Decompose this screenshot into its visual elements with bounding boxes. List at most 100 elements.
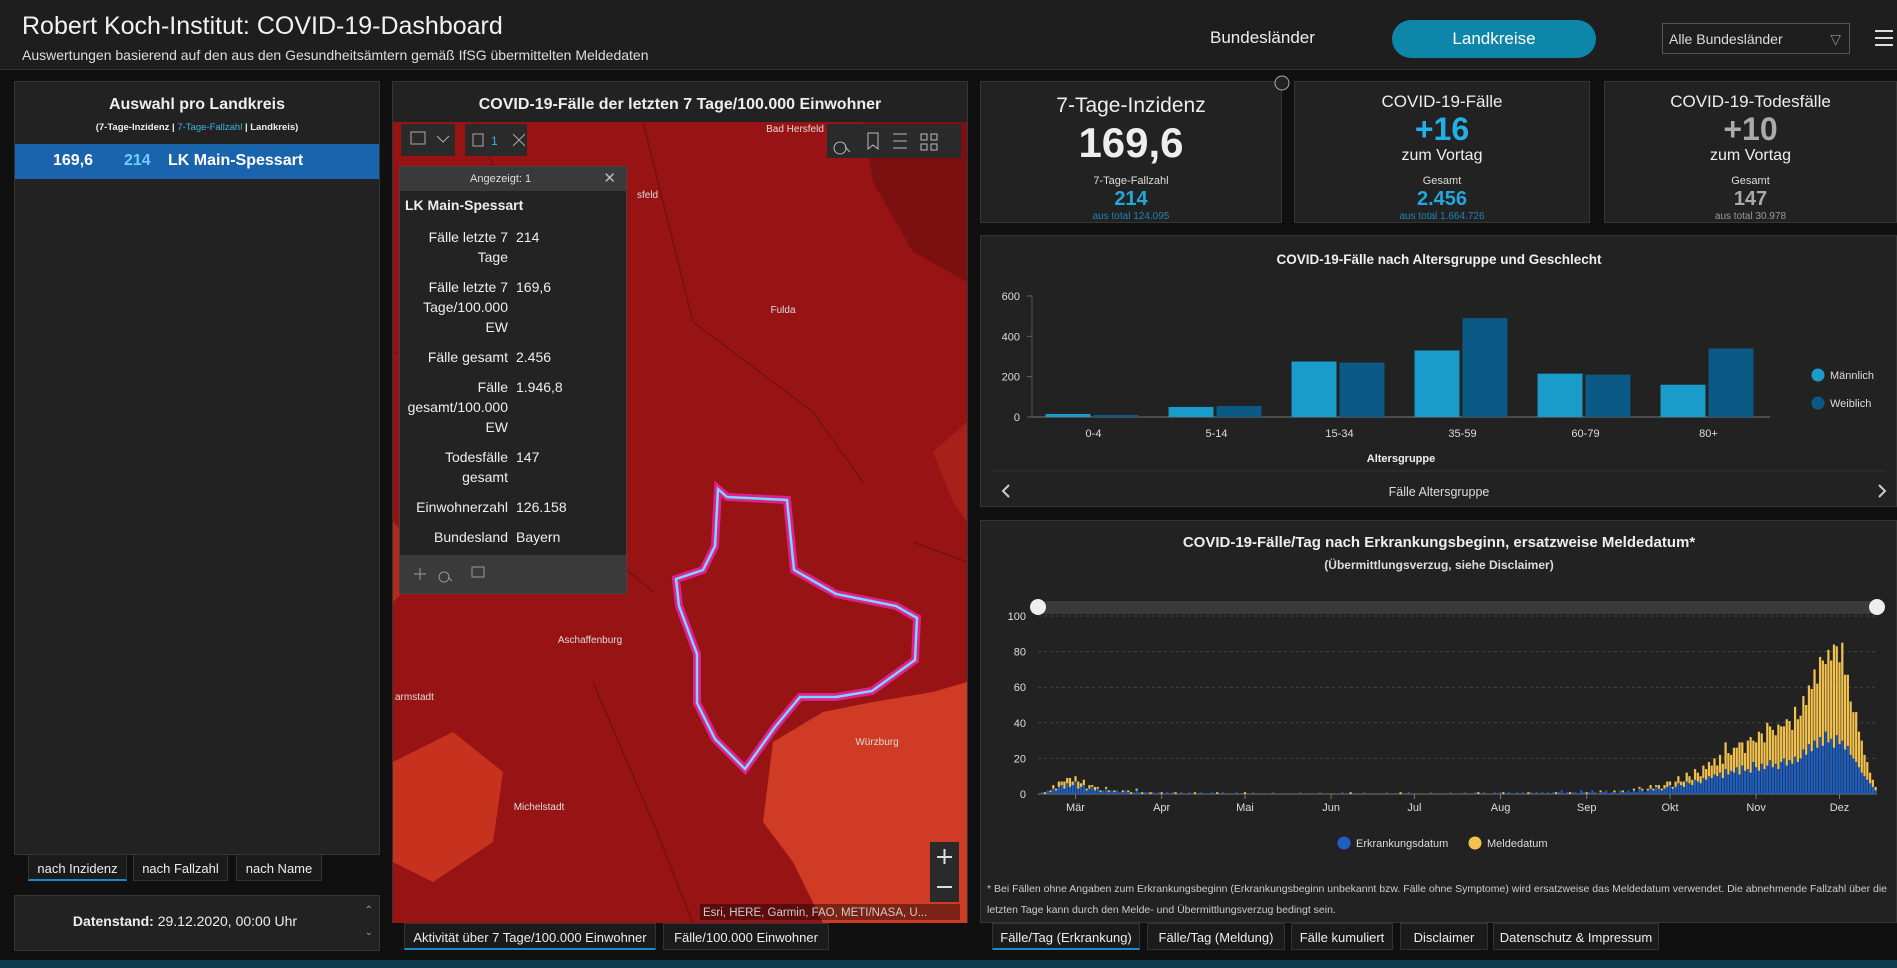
kpi-sub-label: Gesamt [1731,175,1770,187]
daily-panel: COVID-19-Fälle/Tag nach Erkrankungsbegin… [980,520,1897,923]
bar [1838,744,1841,794]
bar [1746,769,1749,794]
bar [1852,712,1855,759]
bar [1252,792,1255,794]
tab[interactable]: Fälle/Tag (Erkrankung) [992,923,1140,950]
bar [1868,783,1872,794]
bar [1693,769,1697,780]
bar [1699,776,1702,784]
bar [1060,785,1063,794]
bar [1107,792,1110,794]
bar [1741,765,1744,794]
bar [1841,740,1844,794]
bar [1807,744,1811,794]
dropdown[interactable]: Alle Bundesländer ▽ [1662,23,1850,54]
bar [1727,774,1730,794]
bar [1482,792,1486,794]
bar [1099,790,1102,793]
y-tick-label: 400 [1002,331,1020,343]
bar [1749,737,1752,773]
tab[interactable]: nach Name [236,854,322,881]
sidebar: Auswahl pro Landkreis (7-Tage-Inzidenz |… [14,81,380,855]
bar [1721,777,1724,794]
cases: 214 [124,152,151,169]
expand-icon[interactable] [1274,75,1290,91]
bar [1135,788,1138,791]
bar [1107,790,1110,793]
bar [1818,737,1822,794]
legend-label: Weiblich [1830,398,1871,410]
bar [1724,742,1727,770]
bar [1755,767,1758,794]
map-title: COVID-19-Fälle der letzten 7 Tage/100.00… [478,96,882,113]
kpi-sub-value: 214 [1114,188,1148,210]
bar [1646,790,1649,794]
kpi-note: zum Vortag [1401,147,1483,164]
bar [1646,788,1649,791]
bar [1068,777,1072,787]
menu-icon[interactable] [1873,28,1895,48]
legend-swatch [1468,836,1482,850]
bar [1760,733,1763,764]
bar [1502,792,1505,794]
bar [1791,729,1794,764]
field-value: 169,6 [516,279,552,295]
bar [1682,781,1686,787]
bar [1843,674,1847,750]
y-tick-label: 0 [1020,789,1026,801]
bar [1782,726,1786,759]
bar [1791,763,1794,794]
tab[interactable]: Aktivität über 7 Tage/100.000 Einwohner [404,923,656,950]
bar [1832,644,1836,748]
bar [1702,765,1705,778]
bar [1271,792,1274,794]
bar [1696,772,1699,782]
place: Fulda [770,305,795,316]
bar [1688,783,1691,794]
list-row[interactable]: 169,6 214 LK Main-Spessart [15,144,379,179]
bar [1193,792,1197,794]
tab[interactable]: Fälle/Tag (Meldung) [1147,923,1285,950]
bar [1746,740,1749,770]
label: Datenstand: [72,913,154,929]
bar [1846,674,1849,746]
bar [1568,792,1572,794]
bar [1827,742,1830,794]
bar [1780,726,1783,762]
bar [1768,726,1772,761]
bar [1537,373,1583,417]
tab[interactable]: nach Fallzahl [133,854,228,881]
slider-handle [1869,599,1885,615]
tab[interactable]: Fälle/100.000 Einwohner [663,923,829,950]
bar [1843,749,1847,794]
bar [1521,792,1524,794]
bar [1618,790,1622,794]
bar [1774,735,1777,764]
bar [1627,790,1630,794]
bar [1668,785,1672,794]
bar [1068,786,1072,794]
bar [1049,790,1052,793]
bar [1738,742,1741,775]
tab[interactable]: Datenschutz & Impressum [1493,923,1659,950]
popup-fields: Fälle letzte 7 Tage 214 Fälle letzte 7 Ta… [400,223,624,553]
bar [1649,788,1652,794]
kpi-card: 7-Tage-Inzidenz 169,6 7-Tage-Fallzahl 21… [980,81,1282,223]
bar [1071,781,1074,786]
bar [1082,785,1085,794]
bar [1624,792,1627,794]
bar [1796,719,1799,762]
bar [1463,792,1466,794]
tab[interactable]: Disclaimer [1400,923,1488,950]
nav-button[interactable]: Bundesländer [1210,28,1315,47]
bar [1632,788,1636,791]
tab[interactable]: Fälle kumuliert [1291,923,1393,950]
bar [1857,731,1861,768]
bar [1749,772,1752,794]
nav-button[interactable]: Landkreise [1392,20,1596,58]
bar [1141,792,1144,794]
x-tick-label: 80+ [1699,428,1718,440]
bar [1166,792,1169,794]
x-tick-label: 60-79 [1571,428,1599,440]
tab[interactable]: nach Inzidenz [28,854,127,881]
